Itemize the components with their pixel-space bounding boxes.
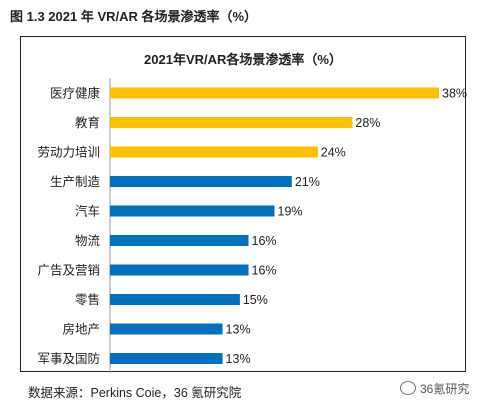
watermark-text: 36氪研究 xyxy=(420,382,470,396)
category-label: 教育 xyxy=(75,115,100,130)
source-note: 数据来源：Perkins Coie，36 氪研究院 xyxy=(28,386,242,400)
value-label: 28% xyxy=(355,116,380,130)
bar xyxy=(110,176,292,187)
value-label: 19% xyxy=(278,205,303,219)
category-label: 劳动力培训 xyxy=(37,145,100,160)
bar xyxy=(110,146,318,158)
bar-chart: 医疗健康 38% 教育 28% 劳动力培训 24% 生产制造 21% 汽车 19% 物流 16% 广告及… xyxy=(37,78,467,373)
value-label: 16% xyxy=(252,234,277,248)
bar xyxy=(110,235,249,246)
category-label: 军事及国防 xyxy=(37,351,100,366)
category-label: 生产制造 xyxy=(50,175,101,189)
wechat-icon xyxy=(400,381,416,395)
bar xyxy=(110,264,249,276)
category-label: 汽车 xyxy=(75,204,100,219)
bar xyxy=(110,294,240,305)
category-label: 物流 xyxy=(75,234,101,248)
watermark: 36氪研究 xyxy=(400,380,469,397)
figure-title: 图 1.3 2021 年 VR/AR 各场景渗透率（%） xyxy=(10,9,258,24)
chart-frame: 2021年VR/AR各场景渗透率（%） 医疗健康 38% 教育 28% 劳动力培训 24%… xyxy=(20,36,467,373)
value-label: 15% xyxy=(243,293,268,307)
value-label: 24% xyxy=(321,146,346,160)
category-label: 零售 xyxy=(75,292,100,307)
value-label: 13% xyxy=(226,352,251,366)
bar xyxy=(110,323,223,335)
value-label: 16% xyxy=(252,264,277,278)
value-label: 13% xyxy=(226,323,251,337)
bar xyxy=(110,117,353,128)
category-label: 广告及营销 xyxy=(37,264,100,278)
category-label: 医疗健康 xyxy=(50,86,101,101)
bar xyxy=(110,87,439,99)
value-label: 38% xyxy=(442,87,467,101)
category-label: 房地产 xyxy=(62,322,100,337)
chart-title: 2021年VR/AR各场景渗透率（%） xyxy=(144,52,342,67)
bar xyxy=(110,205,275,217)
value-label: 21% xyxy=(295,175,320,189)
bar xyxy=(110,353,223,364)
